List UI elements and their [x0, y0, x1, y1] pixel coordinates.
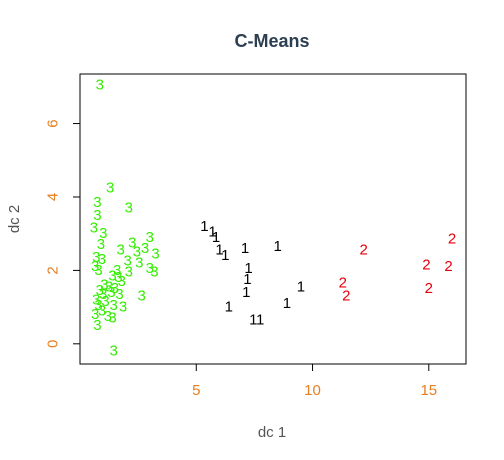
data-point-cluster-1: 1	[241, 240, 249, 257]
data-point-cluster-1: 1	[225, 299, 233, 316]
data-point-cluster-3: 3	[119, 299, 127, 316]
data-point-cluster-3: 3	[125, 264, 133, 281]
data-point-cluster-3: 3	[99, 225, 107, 242]
data-point-cluster-3: 3	[97, 236, 105, 253]
data-point-cluster-1: 1	[208, 223, 216, 240]
data-point-cluster-1: 1	[256, 311, 264, 328]
data-point-cluster-1: 1	[221, 247, 229, 264]
data-point-cluster-3: 3	[146, 229, 154, 246]
x-axis: 5 10 15	[192, 363, 437, 399]
data-point-cluster-1: 1	[249, 311, 257, 328]
data-point-cluster-1: 1	[242, 284, 250, 301]
data-point-cluster-3: 3	[91, 258, 99, 275]
data-point-cluster-3: 3	[146, 260, 154, 277]
data-point-cluster-3: 3	[108, 267, 116, 284]
data-point-cluster-1: 1	[215, 242, 223, 259]
y-tick-label: 4	[45, 193, 62, 201]
data-point-cluster-3: 3	[98, 251, 106, 268]
data-point-cluster-2: 2	[422, 256, 430, 273]
data-point-cluster-3: 3	[151, 245, 159, 262]
data-point-cluster-3: 3	[98, 302, 106, 319]
data-point-cluster-3: 3	[107, 284, 115, 301]
data-point-cluster-1: 1	[243, 271, 251, 288]
data-point-cluster-3: 3	[114, 269, 122, 286]
data-point-cluster-3: 3	[93, 317, 101, 334]
data-point-cluster-3: 3	[123, 253, 131, 270]
data-point-cluster-3: 3	[137, 288, 145, 305]
data-point-cluster-3: 3	[125, 199, 133, 216]
data-point-cluster-3: 3	[106, 179, 114, 196]
data-point-cluster-3: 3	[91, 306, 99, 323]
data-point-cluster-3: 3	[133, 244, 141, 261]
data-point-cluster-3: 3	[96, 77, 104, 94]
data-point-cluster-3: 3	[96, 282, 104, 299]
data-point-cluster-3: 3	[110, 343, 118, 360]
data-point-cluster-1: 1	[283, 295, 291, 312]
data-point-cluster-2: 2	[425, 280, 433, 297]
y-tick-label: 0	[45, 340, 62, 348]
data-point-cluster-3: 3	[99, 286, 107, 303]
data-point-cluster-3: 3	[94, 297, 102, 314]
data-point-cluster-3: 3	[104, 308, 112, 325]
data-point-cluster-2: 2	[342, 288, 350, 305]
data-point-cluster-3: 3	[115, 286, 123, 303]
x-tick-label: 10	[304, 382, 321, 399]
chart-title: C-Means	[234, 31, 309, 51]
data-point-cluster-3: 3	[94, 262, 102, 279]
data-point-cluster-1: 1	[297, 278, 305, 295]
data-point-cluster-3: 3	[117, 242, 125, 259]
data-point-cluster-3: 3	[90, 220, 98, 237]
data-point-cluster-2: 2	[339, 275, 347, 292]
x-axis-label: dc 1	[258, 424, 286, 441]
data-point-cluster-3: 3	[108, 310, 116, 327]
y-tick-label: 6	[45, 119, 62, 127]
data-point-cluster-2: 2	[360, 242, 368, 259]
data-point-cluster-3: 3	[92, 291, 100, 308]
y-axis: 0 2 4 6	[45, 119, 81, 348]
data-point-cluster-2: 2	[444, 258, 452, 275]
plot-frame	[79, 73, 467, 365]
data-point-cluster-1: 1	[244, 260, 252, 277]
data-point-cluster-2: 2	[448, 231, 456, 248]
data-point-cluster-1: 1	[273, 238, 281, 255]
data-point-cluster-3: 3	[100, 277, 108, 294]
data-point-cluster-3: 3	[93, 207, 101, 224]
y-axis-label: dc 2	[6, 205, 23, 233]
data-point-cluster-3: 3	[113, 262, 121, 279]
x-tick-label: 15	[420, 382, 437, 399]
data-point-cluster-3: 3	[110, 297, 118, 314]
data-point-cluster-3: 3	[105, 278, 113, 295]
data-point-cluster-3: 3	[92, 249, 100, 266]
data-point-cluster-3: 3	[93, 194, 101, 211]
x-tick-label: 5	[192, 382, 200, 399]
data-point-cluster-1: 1	[212, 229, 220, 246]
data-point-cluster-3: 3	[111, 280, 119, 297]
data-point-cluster-3: 3	[101, 293, 109, 310]
y-tick-label: 2	[45, 266, 62, 274]
data-point-cluster-3: 3	[128, 234, 136, 251]
data-point-cluster-3: 3	[150, 264, 158, 281]
data-point-cluster-3: 3	[135, 255, 143, 272]
data-point-cluster-3: 3	[141, 240, 149, 257]
data-point-cluster-3: 3	[118, 273, 126, 290]
data-point-cluster-1: 1	[200, 218, 208, 235]
